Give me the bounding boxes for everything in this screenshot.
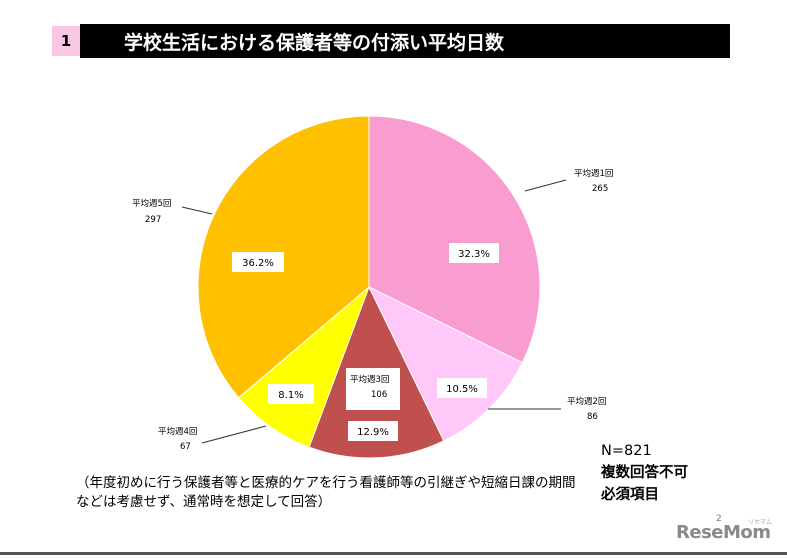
percent-label-box: [449, 243, 499, 263]
pie-slice: [368, 115, 541, 364]
pie-slice: [367, 285, 523, 442]
footer-divider: [0, 552, 787, 555]
page-title-text: 学校生活における保護者等の付添い平均日数: [124, 31, 505, 54]
count-label: 297: [145, 215, 161, 225]
slide-number: 1: [52, 26, 80, 56]
category-label: 平均週3回: [350, 374, 389, 385]
survey-info: N=821 複数回答不可 必須項目: [601, 440, 688, 506]
count-label: 106: [371, 390, 387, 400]
footnote: （年度初めに行う保護者等と医療的ケアを行う看護師等の引継ぎや短縮日課の期間などは…: [76, 475, 576, 510]
category-label: 平均週5回: [132, 198, 171, 209]
category-label: 平均週2回: [567, 396, 606, 407]
percent-label: 8.1%: [278, 390, 303, 401]
percent-label: 36.2%: [242, 258, 274, 269]
percent-label-box: [348, 421, 398, 441]
percent-label-box: [268, 384, 314, 404]
required-flag: 必須項目: [601, 487, 659, 503]
logo-kana: リセマム: [748, 519, 773, 526]
page-title: 学校生活における保護者等の付添い平均日数: [80, 24, 730, 58]
answer-rule: 複数回答不可: [601, 465, 688, 481]
sample-size: N=821: [601, 443, 652, 459]
page-number: 2: [716, 514, 722, 524]
resemom-logo: ReseMom: [676, 522, 771, 543]
category-label: 平均週4回: [158, 426, 197, 437]
percent-label-box: [232, 252, 284, 272]
percent-label: 32.3%: [458, 249, 490, 260]
count-label: 265: [592, 184, 608, 194]
percent-label: 10.5%: [446, 384, 478, 395]
count-label: 86: [587, 412, 598, 422]
category-label: 平均週1回: [574, 168, 613, 179]
category-label-box: [346, 368, 400, 410]
percent-label-box: [437, 378, 487, 398]
leader-line: [181, 206, 213, 215]
count-label: 67: [180, 442, 191, 452]
leader-line: [201, 425, 267, 444]
leader-line: [524, 179, 567, 192]
percent-label: 12.9%: [357, 427, 389, 438]
